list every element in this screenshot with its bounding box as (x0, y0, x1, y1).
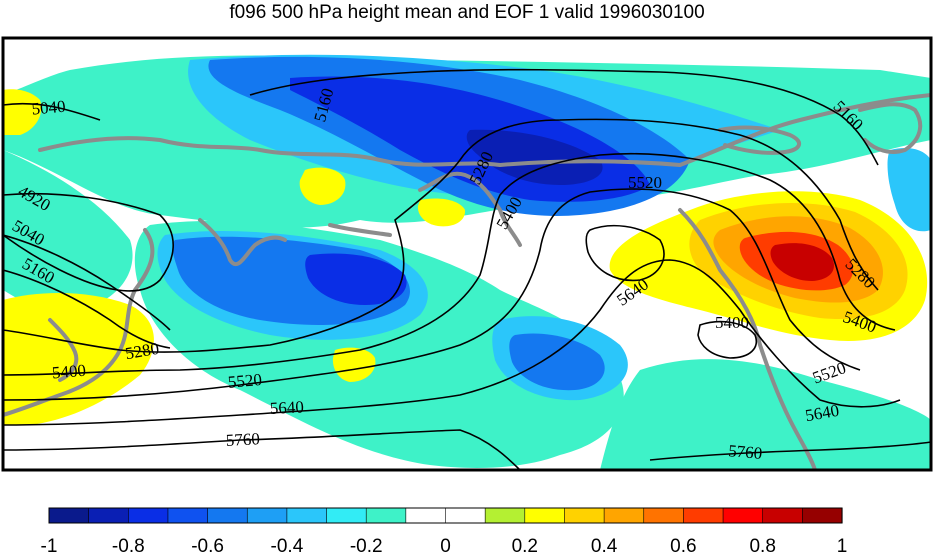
colorbar-outline (48, 507, 843, 524)
colorbar-cell (722, 507, 764, 524)
contour-4920 (3, 192, 174, 292)
contour-label: 5640 (269, 397, 304, 418)
height-contours (3, 68, 931, 470)
colorbar-cell (683, 507, 724, 524)
contour-5160-west (3, 269, 171, 349)
colorbar-tick-label: 0.8 (749, 536, 776, 557)
colorbar-cell (286, 507, 328, 524)
colorbar-cell (207, 507, 248, 524)
colorbar-tick-label: 1 (836, 536, 848, 557)
colorbar-tick-label: -0.6 (191, 536, 224, 557)
shade-pos02-small3 (417, 198, 466, 227)
contour-label: 5520 (227, 370, 263, 392)
colorbar-cell (326, 507, 367, 524)
colorbar-tick-label: -0.8 (111, 536, 145, 557)
colorbar-cell (128, 507, 169, 524)
colorbar-tick-label: -0.4 (270, 536, 304, 557)
contour-5760 (3, 429, 931, 470)
contour-5040-west (3, 234, 171, 331)
contour-5160-north (249, 68, 879, 166)
contour-label: 5040 (31, 97, 67, 119)
colorbar-cell (405, 507, 447, 524)
colorbar-tick-label: -1 (40, 536, 58, 557)
colorbar-cell (246, 507, 288, 524)
colorbar-cell (484, 507, 526, 524)
shade-neg10-north (466, 129, 603, 185)
shade-neg08-middle (305, 253, 407, 305)
colorbar-tick-label: 0 (440, 536, 451, 557)
coast-arctic-islands (718, 125, 801, 155)
colorbar-tick-label: -0.2 (349, 536, 383, 557)
colorbar-cell (445, 507, 486, 524)
contour-5040-nw (3, 102, 101, 121)
shade-neg02-south (600, 359, 931, 470)
contour-5280 (3, 118, 879, 353)
shade-pos02-northwest (3, 89, 42, 135)
contour-label: 5520 (628, 173, 662, 192)
colorbar-cells (48, 507, 843, 524)
contour-label: 5760 (727, 441, 763, 463)
coast-north-america (678, 208, 817, 470)
contour-5520 (3, 188, 861, 401)
shade-neg04-east (887, 148, 931, 232)
colorbar-cell (365, 507, 407, 524)
shade-pos10 (770, 243, 834, 281)
plot-title: f096 500 hPa height mean and EOF 1 valid… (229, 2, 705, 23)
colorbar-cell (88, 507, 129, 524)
colorbar-cell (762, 507, 803, 524)
contour-5640 (3, 259, 901, 426)
contour-5400-closed (697, 320, 757, 359)
colorbar-cell (643, 507, 685, 524)
shade-pos02-west (3, 293, 154, 425)
colorbar-cell (603, 507, 645, 524)
colorbar-cell (564, 507, 605, 524)
shade-pos02-small2 (332, 347, 376, 382)
colorbar-cell (167, 507, 209, 524)
colorbar-cell (48, 507, 90, 524)
contour-label: 5400 (51, 361, 87, 383)
colorbar-tick-label: 0.2 (511, 536, 539, 557)
shade-neg06-south (509, 333, 605, 391)
shade-pos02-small1 (299, 167, 346, 205)
coast-aleutian (328, 223, 392, 237)
contour-5640-closed (585, 224, 665, 282)
colorbar-cell (524, 507, 566, 524)
coast-eurasia (38, 93, 931, 167)
shade-neg02-west (3, 150, 133, 311)
coast-greenland (858, 102, 923, 154)
colorbar-cell (802, 507, 843, 524)
contour-5400 (3, 152, 896, 376)
eof-shading (3, 54, 931, 470)
colorbar-tick-label: 0.4 (590, 536, 618, 557)
coast-japan (48, 318, 79, 382)
colorbar-tick-label: 0.6 (670, 536, 697, 557)
map-frame (1, 36, 933, 472)
contour-label: 5400 (715, 313, 749, 332)
contour-label: 5760 (225, 429, 260, 450)
coast-korea (198, 218, 287, 267)
